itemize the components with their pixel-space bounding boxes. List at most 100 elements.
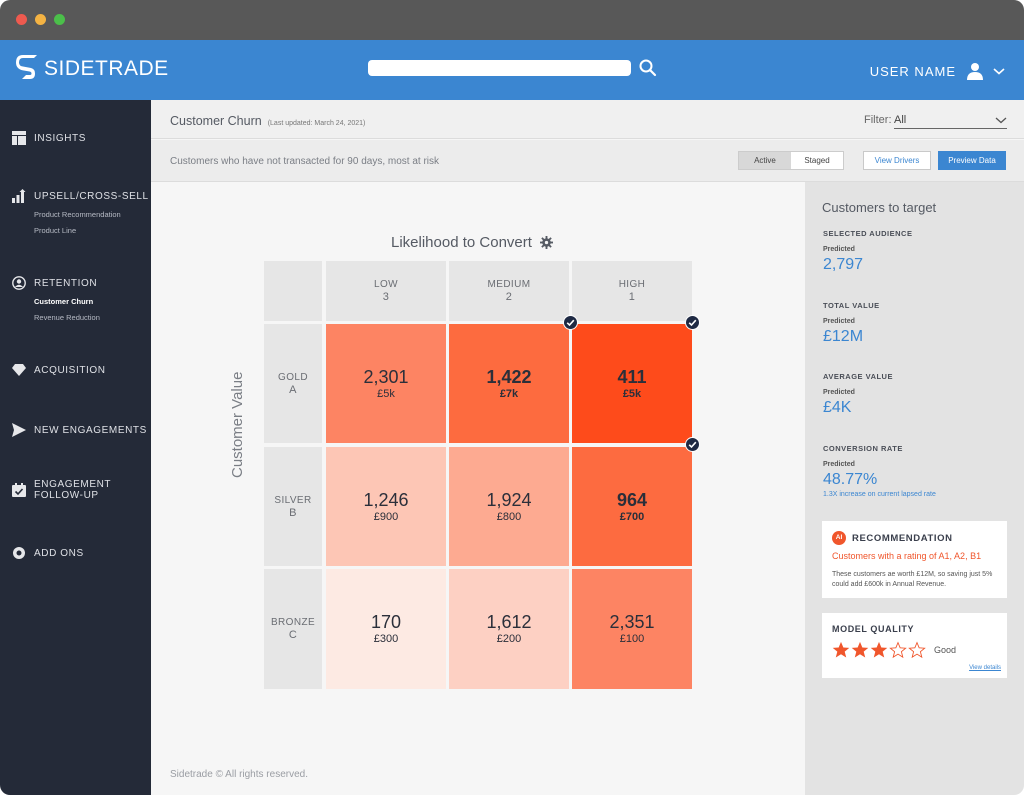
- brand-logo[interactable]: SIDETRADE: [16, 53, 169, 85]
- row-letter: C: [288, 629, 298, 641]
- page-header: Customer Churn (Last updated: March 24, 2…: [151, 100, 1024, 139]
- sidebar-subitem-customer-churn[interactable]: Customer Churn: [34, 297, 94, 306]
- column-number: 1: [628, 291, 636, 303]
- cell-value: £7k: [499, 387, 519, 400]
- status-toggle: Active Staged: [738, 151, 844, 170]
- sidebar-item-retention[interactable]: RETENTION Customer Churn Revenue Reducti…: [12, 276, 100, 322]
- user-icon: [967, 63, 983, 80]
- metric-value: £12M: [823, 328, 864, 345]
- sidebar-subitem-product-recommendation[interactable]: Product Recommendation: [34, 210, 121, 219]
- filter-value: All: [894, 114, 907, 126]
- recommendation-title: RECOMMENDATION: [852, 532, 953, 544]
- matrix-cell-a2[interactable]: 1,422 £7k: [449, 324, 569, 443]
- sidebar-item-label: ADD ONS: [34, 547, 84, 559]
- sidebar-subitem-revenue-reduction[interactable]: Revenue Reduction: [34, 313, 100, 322]
- row-header-gold: GOLD A: [264, 324, 322, 443]
- matrix-cell-b3[interactable]: 1,246 £900: [326, 447, 446, 566]
- metric-label: TOTAL VALUE: [823, 301, 880, 310]
- layout-icon: [12, 131, 26, 145]
- main-content: Customer Churn (Last updated: March 24, 2…: [151, 100, 1024, 795]
- column-label: HIGH: [618, 279, 646, 290]
- star-empty-icon: [908, 641, 926, 659]
- close-window-button[interactable]: [16, 14, 27, 25]
- cell-value: £300: [373, 633, 399, 645]
- metric-predicted: Predicted: [823, 461, 855, 468]
- metric-predicted: Predicted: [823, 318, 855, 325]
- cell-count: 2,301: [363, 366, 409, 387]
- matrix-y-title: Customer Value: [229, 371, 246, 478]
- metric-value: 48.77%: [823, 471, 878, 488]
- recommendation-card: AI RECOMMENDATION Customers with a ratin…: [822, 521, 1007, 598]
- user-menu[interactable]: USER NAME: [870, 60, 1006, 82]
- view-details-link[interactable]: View details: [969, 665, 1001, 671]
- cell-value: £5k: [622, 387, 642, 400]
- metric-total-value: TOTAL VALUE Predicted £12M: [823, 301, 880, 346]
- check-circle-icon: [563, 315, 578, 330]
- column-header-low: LOW 3: [326, 261, 446, 321]
- sidebar-item-acquisition[interactable]: ACQUISITION: [12, 363, 106, 377]
- sidebar-item-upsell[interactable]: UPSELL/CROSS-SELL Product Recommendation…: [12, 189, 149, 235]
- sidebar-item-label: ACQUISITION: [34, 364, 106, 376]
- matrix-cell-b2[interactable]: 1,924 £800: [449, 447, 569, 566]
- sidebar-item-new-engagements[interactable]: NEW ENGAGEMENTS: [12, 423, 147, 437]
- model-quality-title: MODEL QUALITY: [832, 624, 915, 634]
- sidebar-item-insights[interactable]: INSIGHTS: [12, 131, 86, 145]
- customers-to-target-panel: Customers to target SELECTED AUDIENCE Pr…: [805, 182, 1024, 795]
- sidebar-item-label: NEW ENGAGEMENTS: [34, 424, 147, 436]
- cell-count: 1,924: [486, 489, 532, 510]
- ai-badge-icon: AI: [832, 531, 846, 545]
- matrix-cell-c3[interactable]: 170 £300: [326, 569, 446, 689]
- cell-count: 1,422: [486, 366, 532, 387]
- cell-count: 2,351: [609, 612, 655, 632]
- toggle-staged[interactable]: Staged: [791, 152, 843, 169]
- gear-icon[interactable]: [539, 236, 553, 249]
- sidebar-item-engagement-follow-up[interactable]: ENGAGEMENT FOLLOW-UP: [12, 479, 111, 501]
- sidebar-item-add-ons[interactable]: ADD ONS: [12, 546, 84, 560]
- diamond-icon: [12, 364, 26, 376]
- filter-select[interactable]: All: [894, 114, 1007, 129]
- recommendation-headline: Customers with a rating of A1, A2, B1: [832, 551, 982, 561]
- cell-value: £700: [619, 510, 645, 523]
- matrix-cell-c2[interactable]: 1,612 £200: [449, 569, 569, 689]
- star-rating: Good: [832, 641, 956, 659]
- maximize-window-button[interactable]: [54, 14, 65, 25]
- sidebar-item-label: UPSELL/CROSS-SELL: [34, 190, 149, 202]
- search-input[interactable]: [368, 60, 631, 76]
- matrix-cell-b1[interactable]: 964 £700: [572, 447, 692, 566]
- chevron-down-icon: [993, 68, 1005, 75]
- footer-copyright: Sidetrade © All rights reserved.: [170, 769, 308, 780]
- metric-label: CONVERSION RATE: [823, 444, 903, 453]
- row-header-bronze: BRONZE C: [264, 569, 322, 689]
- brand-name: SIDETRADE: [44, 57, 169, 80]
- toggle-active[interactable]: Active: [739, 152, 791, 169]
- view-drivers-button[interactable]: View Drivers: [863, 151, 931, 170]
- metric-average-value: AVERAGE VALUE Predicted £4K: [823, 372, 893, 417]
- sidebar: INSIGHTS UPSELL/CROSS-SELL Product Recom…: [0, 100, 151, 795]
- star-filled-icon: [832, 641, 850, 658]
- matrix-cell-a1[interactable]: 411 £5k: [572, 324, 692, 443]
- matrix-title-group: Likelihood to Convert: [391, 234, 553, 251]
- sidebar-subitem-product-line[interactable]: Product Line: [34, 226, 77, 235]
- matrix-title: Likelihood to Convert: [391, 234, 532, 251]
- matrix-cell-a3[interactable]: 2,301 £5k: [326, 324, 446, 443]
- metric-value: £4K: [823, 399, 852, 416]
- row-label: SILVER: [274, 494, 312, 506]
- column-label: MEDIUM: [487, 279, 531, 290]
- sidebar-item-label: RETENTION: [34, 277, 98, 289]
- cell-value: £5k: [377, 387, 395, 400]
- minimize-window-button[interactable]: [35, 14, 46, 25]
- panel-title: Customers to target: [822, 200, 937, 215]
- row-label: GOLD: [278, 371, 308, 383]
- cell-count: 411: [617, 366, 647, 387]
- user-name: USER NAME: [869, 63, 956, 79]
- metric-note: 1.3X increase on current lapsed rate: [823, 491, 936, 498]
- search-icon[interactable]: [638, 58, 658, 78]
- check-circle-icon: [685, 315, 700, 330]
- cell-count: 1,612: [486, 612, 532, 632]
- column-number: 2: [505, 291, 513, 303]
- metric-conversion-rate: CONVERSION RATE Predicted 48.77% 1.3X in…: [823, 444, 936, 498]
- window-titlebar: [0, 0, 1024, 40]
- preview-data-button[interactable]: Preview Data: [938, 151, 1006, 170]
- matrix-cell-c1[interactable]: 2,351 £100: [572, 569, 692, 689]
